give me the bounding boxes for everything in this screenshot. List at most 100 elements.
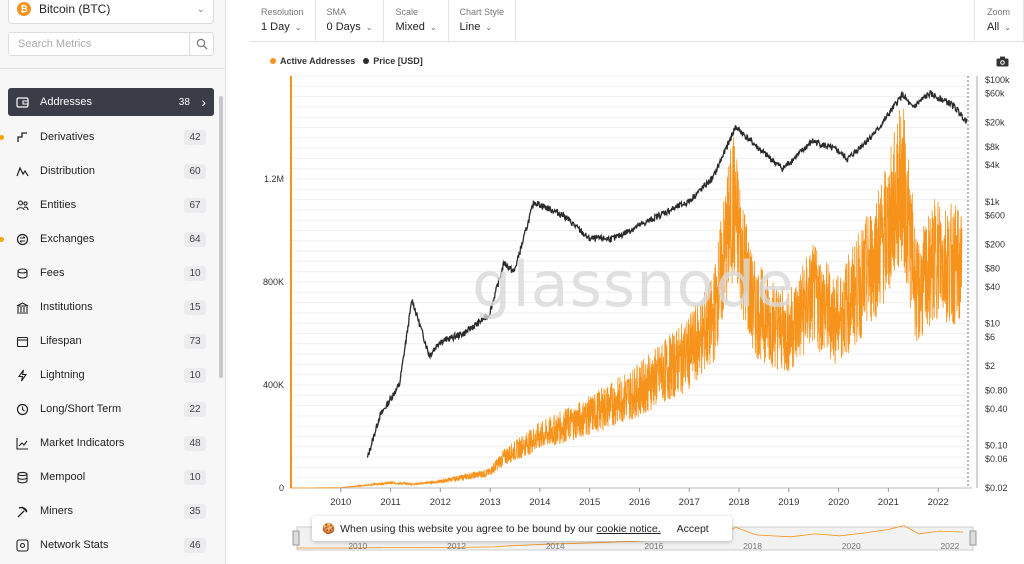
y-tick-label-right: $0.80 bbox=[985, 385, 1008, 395]
legend-label: Active Addresses bbox=[280, 56, 356, 66]
scale-dropdown[interactable]: Scale Mixed ⌄ bbox=[384, 0, 449, 42]
sidebar-item-label: Exchanges bbox=[40, 233, 95, 245]
y-tick-label-left: 400K bbox=[263, 380, 284, 390]
zoom-value: All bbox=[987, 21, 1000, 33]
navigator-tick-label: 2012 bbox=[447, 541, 466, 551]
sidebar-item-label: Miners bbox=[40, 505, 74, 517]
sidebar-item-count: 73 bbox=[184, 333, 206, 349]
y-tick-label-right: $200 bbox=[985, 239, 1005, 249]
cookie-banner: 🍪 When using this website you agree to b… bbox=[312, 516, 732, 541]
sidebar-item-distribution[interactable]: Distribution 60 bbox=[8, 154, 214, 188]
search-icon[interactable] bbox=[189, 33, 213, 55]
sidebar-item-long-short-term[interactable]: Long/Short Term 22 bbox=[8, 392, 214, 426]
sidebar-item-entities[interactable]: Entities 67 bbox=[8, 188, 214, 222]
calendar-icon bbox=[14, 333, 30, 349]
chevron-down-icon: ⌄ bbox=[294, 23, 302, 32]
cookie-notice-link[interactable]: cookie notice. bbox=[596, 522, 661, 535]
sidebar-item-label: Market Indicators bbox=[40, 437, 125, 449]
sidebar-item-count: 35 bbox=[184, 503, 206, 519]
sidebar-item-label: Derivatives bbox=[40, 131, 95, 143]
navigator-tick-label: 2020 bbox=[842, 541, 861, 551]
clock-icon bbox=[14, 401, 30, 417]
chart-toolbar: Resolution 1 Day ⌄ SMA 0 Days ⌄ Scale Mixe… bbox=[250, 0, 1024, 42]
camera-icon[interactable] bbox=[996, 54, 1009, 72]
sidebar-item-count: 15 bbox=[184, 299, 206, 315]
y-tick-label-right: $1k bbox=[985, 197, 1000, 207]
navigator-tick-label: 2010 bbox=[348, 541, 367, 551]
derivatives-icon bbox=[14, 129, 30, 145]
sidebar-item-label: Addresses bbox=[40, 96, 92, 108]
accept-button[interactable]: Accept bbox=[676, 522, 709, 535]
sidebar: ₿ Bitcoin (BTC) ⌄ Addresses 38 › Derivative… bbox=[0, 0, 226, 564]
search-box bbox=[8, 32, 214, 56]
chart-style-label: Chart Style bbox=[459, 7, 505, 17]
resolution-dropdown[interactable]: Resolution 1 Day ⌄ bbox=[250, 0, 316, 42]
sidebar-item-count: 46 bbox=[184, 537, 206, 553]
chevron-down-icon: ⌄ bbox=[485, 23, 493, 32]
x-tick-label: 2011 bbox=[380, 497, 400, 508]
x-tick-label: 2016 bbox=[629, 497, 650, 508]
search-input[interactable] bbox=[9, 33, 189, 55]
sidebar-item-count: 10 bbox=[184, 367, 206, 383]
sidebar-item-lightning[interactable]: Lightning 10 bbox=[8, 358, 214, 392]
sidebar-item-lifespan[interactable]: Lifespan 73 bbox=[8, 324, 214, 358]
y-tick-label-right: $2 bbox=[985, 361, 995, 371]
sidebar-scrollbar[interactable] bbox=[219, 96, 223, 378]
sidebar-item-label: Lightning bbox=[40, 369, 85, 381]
legend-item-price[interactable]: Price [USD] bbox=[363, 56, 423, 66]
sidebar-item-miners[interactable]: Miners 35 bbox=[8, 494, 214, 528]
sidebar-item-mempool[interactable]: Mempool 10 bbox=[8, 460, 214, 494]
x-tick-label: 2014 bbox=[529, 497, 550, 508]
x-tick-label: 2019 bbox=[778, 497, 799, 508]
sidebar-item-label: Long/Short Term bbox=[40, 403, 122, 415]
zoom-dropdown[interactable]: Zoom All ⌄ bbox=[974, 0, 1024, 42]
y-tick-label-right: $40 bbox=[985, 282, 1000, 292]
asset-selector[interactable]: ₿ Bitcoin (BTC) ⌄ bbox=[8, 0, 214, 24]
resolution-label: Resolution bbox=[261, 7, 304, 17]
legend-swatch bbox=[363, 58, 370, 64]
sidebar-item-fees[interactable]: Fees 10 bbox=[8, 256, 214, 290]
metric-categories: Addresses 38 › Derivatives 42 Distribution 60 E… bbox=[0, 88, 214, 562]
y-tick-label-right: $60k bbox=[985, 89, 1005, 99]
cookie-text: When using this website you agree to be … bbox=[340, 522, 594, 535]
x-tick-label: 2022 bbox=[928, 497, 949, 508]
bank-icon bbox=[14, 299, 30, 315]
chart-style-value: Line bbox=[459, 21, 481, 33]
legend-item-active-addresses[interactable]: Active Addresses bbox=[270, 56, 355, 66]
navigator-tick-label: 2022 bbox=[940, 541, 959, 551]
notification-dot bbox=[0, 134, 4, 140]
sidebar-item-label: Fees bbox=[40, 267, 65, 279]
chevron-down-icon: ⌄ bbox=[1004, 23, 1011, 32]
scale-label: Scale bbox=[395, 7, 418, 17]
navigator-tick-label: 2018 bbox=[743, 541, 762, 551]
x-tick-label: 2015 bbox=[579, 497, 600, 508]
sidebar-item-count: 22 bbox=[184, 401, 206, 417]
sidebar-item-label: Mempool bbox=[40, 471, 86, 483]
sidebar-item-addresses[interactable]: Addresses 38 › bbox=[8, 88, 214, 116]
watermark: glassnode bbox=[472, 248, 795, 321]
sidebar-item-exchanges[interactable]: Exchanges 64 bbox=[0, 222, 214, 256]
navigator-handle-left bbox=[292, 530, 300, 546]
navigator-handle-right bbox=[969, 530, 977, 546]
sma-value: 0 Days bbox=[326, 21, 361, 33]
chart-line-icon bbox=[14, 435, 30, 451]
sidebar-item-derivatives[interactable]: Derivatives 42 bbox=[0, 120, 214, 154]
sidebar-item-market-indicators[interactable]: Market Indicators 48 bbox=[8, 426, 214, 460]
lightning-icon bbox=[14, 367, 30, 383]
sma-dropdown[interactable]: SMA 0 Days ⌄ bbox=[316, 0, 385, 42]
sidebar-item-count: 38 bbox=[178, 96, 190, 108]
y-tick-label-right: $0.10 bbox=[985, 440, 1008, 450]
navigator-tick-label: 2016 bbox=[644, 541, 663, 551]
distribution-icon bbox=[14, 163, 30, 179]
sidebar-item-label: Lifespan bbox=[40, 335, 82, 347]
y-tick-label-right: $0.02 bbox=[985, 483, 1008, 493]
chevron-right-icon: › bbox=[201, 94, 206, 110]
network-icon bbox=[14, 537, 30, 553]
sidebar-item-institutions[interactable]: Institutions 15 bbox=[8, 290, 214, 324]
chart-style-dropdown[interactable]: Chart Style Line ⌄ bbox=[449, 0, 517, 42]
legend-label: Price [USD] bbox=[373, 56, 423, 66]
sidebar-item-network-stats[interactable]: Network Stats 46 bbox=[8, 528, 214, 562]
bitcoin-icon: ₿ bbox=[17, 2, 31, 16]
x-tick-label: 2013 bbox=[480, 497, 501, 508]
sidebar-item-count: 60 bbox=[184, 163, 206, 179]
